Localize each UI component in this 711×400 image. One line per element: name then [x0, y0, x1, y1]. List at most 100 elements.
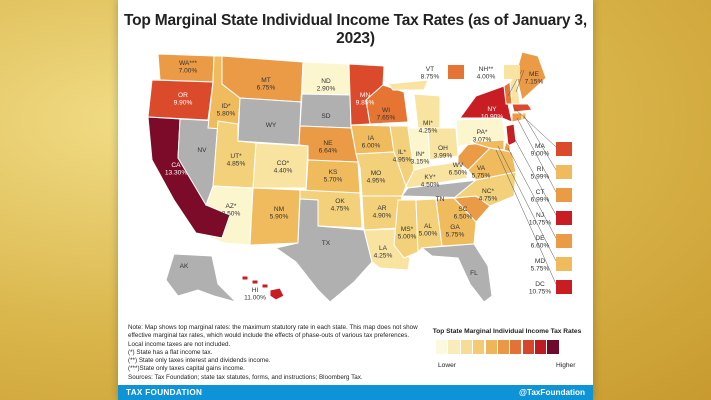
state-label-NE: NE 6.64% [319, 140, 338, 155]
state-label-WA: WA*** 7.00% [179, 60, 198, 75]
state-label-AR: AR 4.90% [373, 205, 392, 220]
state-name-UT: UT* [230, 153, 242, 160]
state-name-ME: ME [529, 71, 539, 78]
state-name-MS: MS* [401, 226, 414, 233]
legend-step [436, 340, 448, 354]
state-label-SD: SD [321, 113, 330, 120]
state-name-AZ: AZ* [226, 203, 237, 210]
northeast-key [448, 65, 572, 294]
state-RI[interactable] [521, 112, 527, 121]
key-box-DE[interactable] [556, 234, 572, 248]
infographic-card: Top Marginal State Individual Income Tax… [118, 0, 593, 400]
state-rate-MS: 5.00% [398, 234, 417, 241]
state-name-NY: NY [487, 106, 497, 113]
state-label-PA: PA* 3.07% [473, 129, 492, 144]
state-name-AK: AK [180, 263, 189, 270]
state-GA[interactable] [435, 197, 477, 247]
state-label-WY: WY [266, 122, 277, 129]
state-rate-IL: 4.95% [393, 157, 412, 164]
state-rate-IA: 6.00% [362, 143, 381, 150]
state-rate-CA: 13.30% [165, 170, 188, 177]
state-rate-DC: 10.75% [529, 289, 552, 296]
footer-brand[interactable]: TAX FOUNDATION [126, 388, 203, 397]
state-name-WA: WA*** [179, 60, 198, 67]
state-labels: WA*** 7.00% OR 9.90% CA 13.30% NV ID* 5.80% … [165, 60, 552, 302]
state-label-OK: OK 4.75% [331, 198, 350, 213]
state-name-OR: OR [178, 92, 188, 99]
state-label-KS: KS 5.70% [324, 169, 343, 184]
state-name-OH: OH [438, 145, 448, 152]
state-name-TN: TN [436, 196, 445, 203]
state-PA[interactable] [455, 117, 507, 147]
state-name-ID: ID* [221, 103, 231, 110]
state-rate-CO: 4.40% [274, 168, 293, 175]
state-label-MS: MS* 5.00% [398, 226, 417, 241]
state-rate-GA: 5.75% [446, 232, 465, 239]
key-box-CT[interactable] [556, 188, 572, 202]
state-name-LA: LA [379, 245, 388, 252]
state-label-CA: CA 13.30% [165, 162, 188, 177]
state-rate-LA: 4.25% [374, 253, 393, 260]
state-label-ME: ME 7.15% [525, 71, 544, 86]
footer-bar: TAX FOUNDATION @TaxFoundation [118, 385, 593, 400]
state-name-DE: DE [535, 235, 545, 242]
state-AK[interactable] [165, 253, 238, 303]
state-name-TX: TX [322, 240, 331, 247]
state-name-VA: VA [477, 165, 486, 172]
state-HI[interactable] [241, 275, 285, 301]
state-name-MT: MT [261, 77, 271, 84]
state-label-AL: AL 5.00% [419, 223, 438, 238]
key-box-VT[interactable] [448, 65, 464, 79]
legend-step [535, 340, 547, 354]
state-label-NM: NM 5.90% [270, 206, 289, 221]
state-rate-ID: 5.80% [217, 111, 236, 118]
footer-handle[interactable]: @TaxFoundation [518, 388, 585, 397]
state-rate-AL: 5.00% [419, 231, 438, 238]
state-label-SC: SC 6.50% [454, 206, 473, 221]
state-name-IL: IL* [398, 149, 406, 156]
state-TX[interactable] [274, 198, 373, 303]
state-name-KS: KS [329, 169, 338, 176]
legend-title: Top State Marginal Individual Income Tax… [432, 328, 582, 335]
map-title: Top Marginal State Individual Income Tax… [124, 12, 587, 47]
key-box-MA[interactable] [556, 142, 572, 156]
key-box-NJ[interactable] [556, 211, 572, 225]
state-rate-RI: 5.99% [531, 174, 550, 181]
state-MA[interactable] [511, 103, 533, 113]
state-rate-NH: 4.00% [477, 74, 496, 81]
key-box-RI[interactable] [556, 165, 572, 179]
state-rate-AR: 4.90% [373, 213, 392, 220]
state-label-NJ: NJ 10.75% [529, 212, 552, 227]
state-MS[interactable] [393, 199, 419, 259]
state-rate-MT: 6.75% [257, 85, 276, 92]
state-MD[interactable] [469, 139, 505, 151]
state-NJ[interactable] [505, 123, 517, 147]
state-label-TN: TN [436, 196, 445, 203]
key-box-MD[interactable] [556, 257, 572, 271]
state-rate-KS: 5.70% [324, 177, 343, 184]
state-FL[interactable] [420, 243, 493, 303]
map-notes: Note: Map shows top marginal rates: the … [128, 324, 418, 382]
state-SD[interactable] [299, 93, 352, 129]
legend-step [485, 340, 497, 354]
legend-step [460, 340, 472, 354]
state-label-KY: KY* 4.50% [421, 174, 440, 189]
state-rate-HI: 11.00% [244, 295, 266, 302]
state-label-NY: NY 10.90% [481, 106, 504, 121]
state-rate-NM: 5.90% [270, 214, 289, 221]
state-name-SC: SC [458, 206, 467, 213]
state-name-WV: WV [453, 162, 464, 169]
state-rate-OH: 3.99% [434, 153, 453, 160]
state-rate-AZ: 2.50% [222, 211, 241, 218]
state-label-LA: LA 4.25% [374, 245, 393, 260]
state-rate-ND: 2.90% [317, 86, 336, 93]
legend-step [473, 340, 485, 354]
state-ME[interactable] [515, 51, 547, 101]
state-rate-PA: 3.07% [473, 137, 492, 144]
state-name-NV: NV [197, 147, 207, 154]
state-label-GA: GA 5.75% [446, 224, 465, 239]
key-box-NH[interactable] [504, 65, 520, 79]
key-box-DC[interactable] [556, 280, 572, 294]
state-rate-MN: 9.85% [356, 100, 375, 107]
leader-lines [495, 69, 557, 285]
